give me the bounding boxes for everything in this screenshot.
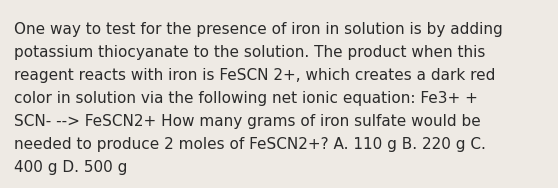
- Text: 400 g D. 500 g: 400 g D. 500 g: [14, 160, 127, 175]
- Text: potassium thiocyanate to the solution. The product when this: potassium thiocyanate to the solution. T…: [14, 45, 485, 60]
- Text: needed to produce 2 moles of FeSCN2+? A. 110 g B. 220 g C.: needed to produce 2 moles of FeSCN2+? A.…: [14, 137, 486, 152]
- Text: color in solution via the following net ionic equation: Fe3+ +: color in solution via the following net …: [14, 91, 478, 106]
- Text: SCN- --> FeSCN2+ How many grams of iron sulfate would be: SCN- --> FeSCN2+ How many grams of iron …: [14, 114, 481, 129]
- Text: reagent reacts with iron is FeSCN 2+, which creates a dark red: reagent reacts with iron is FeSCN 2+, wh…: [14, 68, 496, 83]
- Text: One way to test for the presence of iron in solution is by adding: One way to test for the presence of iron…: [14, 22, 503, 37]
